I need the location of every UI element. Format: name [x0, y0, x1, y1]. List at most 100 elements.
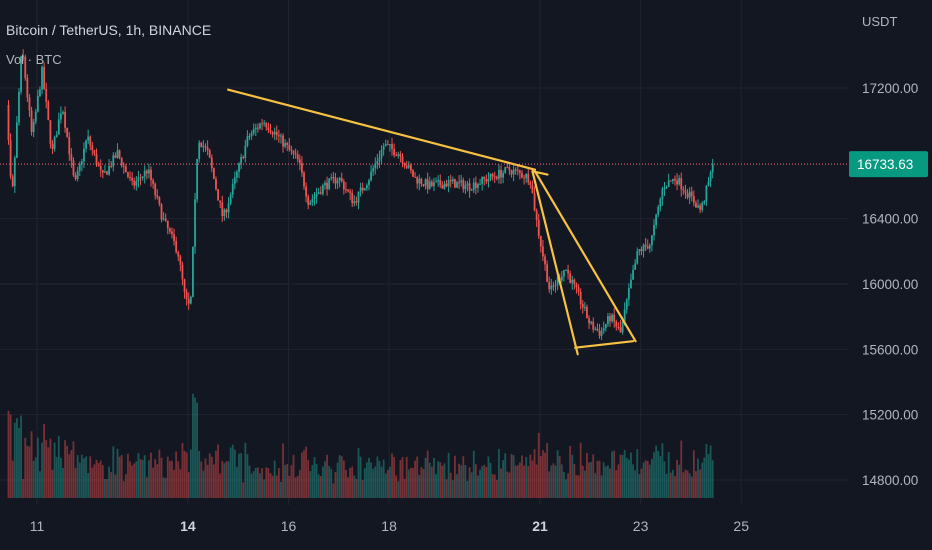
volume-bar	[70, 450, 73, 498]
volume-bar	[384, 473, 387, 498]
volume-bar	[493, 474, 496, 498]
volume-bar	[246, 454, 249, 498]
volume-bar	[263, 479, 266, 498]
volume-bar	[74, 467, 77, 498]
candle-body	[307, 196, 310, 205]
volume-bar	[179, 469, 182, 498]
volume-bar	[422, 469, 425, 498]
volume-bar	[363, 468, 366, 498]
candle-body	[11, 176, 14, 187]
volume-bar	[129, 461, 131, 498]
volume-bar	[443, 463, 446, 498]
candle-body	[409, 165, 412, 171]
volume-bar	[150, 452, 152, 498]
candle-body	[648, 244, 651, 249]
candle-body	[355, 201, 358, 203]
volume-bar	[611, 451, 613, 498]
candle-body	[173, 234, 175, 242]
candle-body	[303, 172, 305, 187]
volume-bar	[301, 452, 303, 498]
volume-bar	[83, 458, 85, 498]
volume-bar	[372, 468, 375, 498]
volume-bar	[663, 461, 666, 498]
candle-body	[684, 190, 687, 194]
candle-body	[261, 123, 263, 125]
volume-bar	[397, 481, 400, 498]
currency-unit-label: USDT	[862, 14, 898, 29]
price-axis[interactable]: 17200.00 16400.00 16000.00 15600.00 15200.00…	[862, 81, 918, 488]
candle-body	[395, 154, 398, 156]
current-price-tag-bg	[849, 151, 928, 178]
candle-body	[533, 193, 536, 211]
volume-bar	[196, 402, 199, 498]
volume-bar	[470, 472, 473, 498]
volume-bar	[399, 460, 402, 498]
volume-bar	[62, 467, 64, 498]
volume-bar	[254, 467, 257, 498]
volume-bar	[401, 457, 404, 498]
volume-indicator-label[interactable]: Vol · BTC	[6, 52, 62, 67]
candle-body	[554, 285, 557, 287]
candle-body	[477, 184, 479, 188]
volume-bar	[412, 467, 414, 498]
candle-body	[365, 184, 368, 189]
candle-body	[114, 155, 117, 158]
trendline	[574, 340, 635, 349]
volume-bar	[435, 474, 437, 498]
candle-body	[57, 119, 60, 135]
candle-body	[162, 218, 165, 220]
volume-bar	[45, 440, 48, 498]
volume-bar	[596, 460, 599, 498]
volume-bar	[282, 443, 284, 498]
candle-body	[91, 145, 94, 151]
candle-body	[619, 327, 622, 333]
volume-bar	[324, 461, 326, 498]
volume-bar	[206, 464, 209, 498]
candle-body	[156, 195, 159, 198]
candle-body	[313, 196, 316, 199]
volume-bar	[208, 453, 211, 498]
candle-body	[546, 264, 549, 282]
volume-bar	[202, 470, 205, 498]
volume-bar	[380, 466, 383, 498]
candle-body	[20, 56, 22, 92]
candle-body	[36, 96, 39, 112]
price-tick-label: 14800.00	[862, 473, 918, 488]
symbol-title[interactable]: Bitcoin / TetherUS, 1h, BINANCE	[6, 22, 212, 38]
volume-bar	[340, 456, 343, 498]
volume-bar	[173, 469, 175, 498]
candle-body	[244, 145, 247, 158]
volume-bar	[447, 452, 450, 498]
candle-body	[192, 246, 194, 297]
volume-bar	[701, 462, 704, 498]
volume-bar	[99, 460, 102, 498]
candle-body	[653, 225, 655, 236]
candle-body	[246, 136, 249, 146]
volume-bar	[449, 472, 452, 498]
candle-body	[83, 148, 85, 162]
candle-body	[663, 188, 666, 190]
candle-body	[483, 176, 486, 180]
candle-body	[217, 189, 219, 201]
volume-bar	[405, 456, 408, 498]
volume-bar	[382, 459, 385, 498]
candle-body	[655, 214, 658, 226]
volume-bar	[34, 457, 37, 498]
candle-body	[347, 189, 349, 192]
volume-bar	[483, 464, 486, 498]
candle-body	[625, 299, 628, 310]
time-axis[interactable]: 11 14 16 18 21 23 25	[30, 518, 749, 534]
candle-body	[175, 241, 178, 253]
candle-body	[68, 137, 71, 155]
candle-body	[342, 181, 345, 190]
volume-bar	[562, 471, 565, 498]
candle-body	[294, 153, 297, 155]
volume-bar	[307, 460, 310, 498]
candle-body	[30, 110, 33, 132]
volume-bar	[533, 449, 536, 498]
candle-body	[43, 66, 46, 90]
volume-bar	[600, 475, 603, 498]
candle-body	[305, 186, 308, 197]
candle-body	[560, 276, 563, 281]
